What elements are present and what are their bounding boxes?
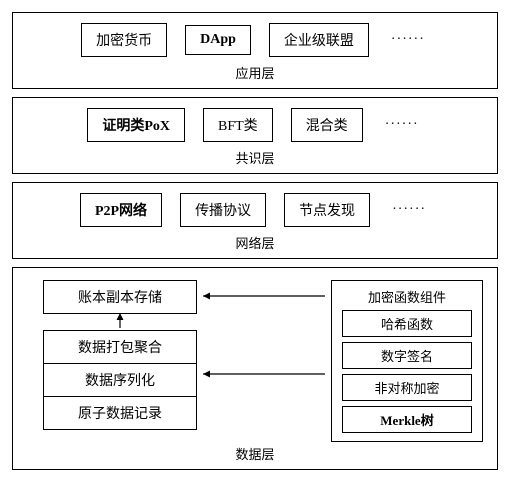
consensus-label: 共识层 <box>23 146 487 169</box>
data-ledger-storage: 账本副本存储 <box>43 280 197 314</box>
app-ellipsis: ······ <box>387 32 429 48</box>
app-item-enterprise: 企业级联盟 <box>269 23 369 57</box>
consensus-item-hybrid: 混合类 <box>291 108 363 142</box>
crypto-hash: 哈希函数 <box>342 310 472 337</box>
data-serialize: 数据序列化 <box>43 363 197 397</box>
consensus-item-bft: BFT类 <box>203 108 273 142</box>
network-ellipsis: ······ <box>388 202 430 218</box>
data-aggregate: 数据打包聚合 <box>43 330 197 364</box>
app-item-dapp: DApp <box>185 25 251 55</box>
data-left-stack: 账本副本存储 数据打包聚合 数据序列化 原子数据记录 <box>43 280 197 430</box>
network-item-propagation: 传播协议 <box>180 193 266 227</box>
data-crypto-title: 加密函数组件 <box>342 287 472 306</box>
application-layer: 加密货币 DApp 企业级联盟 ······ 应用层 <box>12 12 498 89</box>
data-body: 账本副本存储 数据打包聚合 数据序列化 原子数据记录 加密函数组件 哈希函数 <box>27 280 483 442</box>
crypto-signature: 数字签名 <box>342 342 472 369</box>
network-item-discovery: 节点发现 <box>284 193 370 227</box>
crypto-asymmetric: 非对称加密 <box>342 374 472 401</box>
consensus-ellipsis: ······ <box>381 117 423 133</box>
network-row: P2P网络 传播协议 节点发现 ······ <box>23 193 487 227</box>
application-row: 加密货币 DApp 企业级联盟 ······ <box>23 23 487 57</box>
network-layer: P2P网络 传播协议 节点发现 ······ 网络层 <box>12 182 498 259</box>
data-left-group: 数据打包聚合 数据序列化 原子数据记录 <box>43 330 197 430</box>
consensus-row: 证明类PoX BFT类 混合类 ······ <box>23 108 487 142</box>
application-label: 应用层 <box>23 61 487 84</box>
network-item-p2p: P2P网络 <box>80 193 162 227</box>
data-layer: 账本副本存储 数据打包聚合 数据序列化 原子数据记录 加密函数组件 哈希函数 <box>12 267 498 470</box>
data-atomic: 原子数据记录 <box>43 396 197 430</box>
data-label: 数据层 <box>27 442 483 465</box>
app-item-crypto: 加密货币 <box>81 23 167 57</box>
network-label: 网络层 <box>23 231 487 254</box>
data-crypto-panel: 加密函数组件 哈希函数 数字签名 非对称加密 Merkle树 <box>331 280 483 442</box>
consensus-layer: 证明类PoX BFT类 混合类 ······ 共识层 <box>12 97 498 174</box>
crypto-merkle: Merkle树 <box>342 406 472 433</box>
consensus-item-pox: 证明类PoX <box>87 108 185 142</box>
